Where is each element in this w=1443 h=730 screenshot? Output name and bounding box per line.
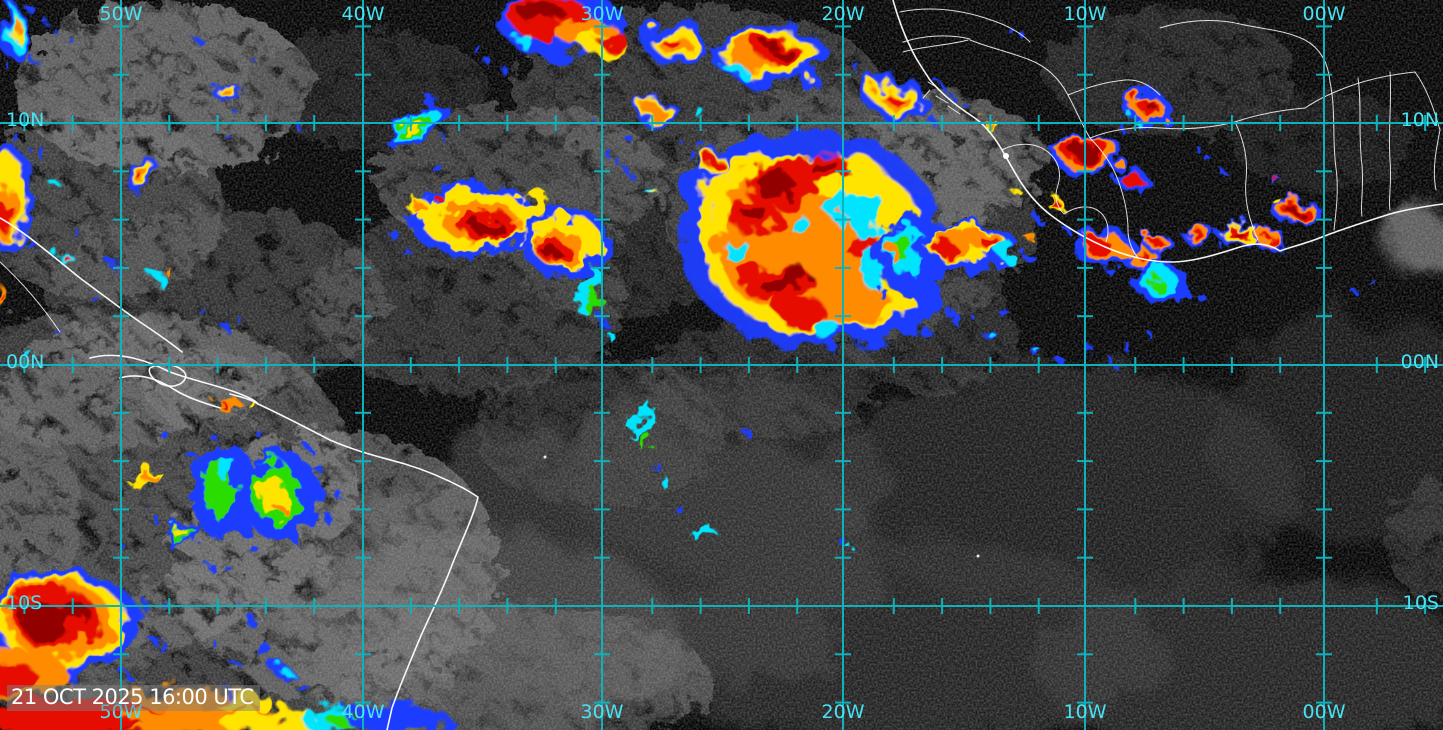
lat-label-left-10n: 10N xyxy=(6,109,45,131)
lon-label-top-10w: 10W xyxy=(1063,3,1107,25)
timestamp-overlay: 21 OCT 2025 16:00 UTC xyxy=(7,685,260,711)
country-borders xyxy=(899,8,1441,259)
lon-label-bottom-20w: 20W xyxy=(821,701,865,723)
lon-label-bottom-10w: 10W xyxy=(1063,701,1107,723)
lat-label-left-00n: 00N xyxy=(6,351,45,373)
lon-label-top-40w: 40W xyxy=(341,3,385,25)
lon-label-top-50w: 50W xyxy=(99,3,143,25)
lon-label-top-00w: 00W xyxy=(1302,3,1346,25)
lon-label-bottom-00w: 00W xyxy=(1302,701,1346,723)
lon-label-top-30w: 30W xyxy=(580,3,624,25)
lon-label-bottom-40w: 40W xyxy=(341,701,385,723)
lat-label-right-00n: 00N xyxy=(1400,351,1439,373)
lat-label-right-10n: 10N xyxy=(1400,109,1439,131)
lat-label-left-10s: 10S xyxy=(6,592,43,614)
lat-label-right-10s: 10S xyxy=(1402,592,1439,614)
lon-label-bottom-30w: 30W xyxy=(580,701,624,723)
lon-label-top-20w: 20W xyxy=(821,3,865,25)
